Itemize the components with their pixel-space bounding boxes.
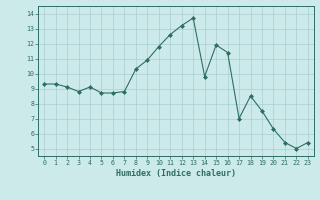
X-axis label: Humidex (Indice chaleur): Humidex (Indice chaleur)	[116, 169, 236, 178]
